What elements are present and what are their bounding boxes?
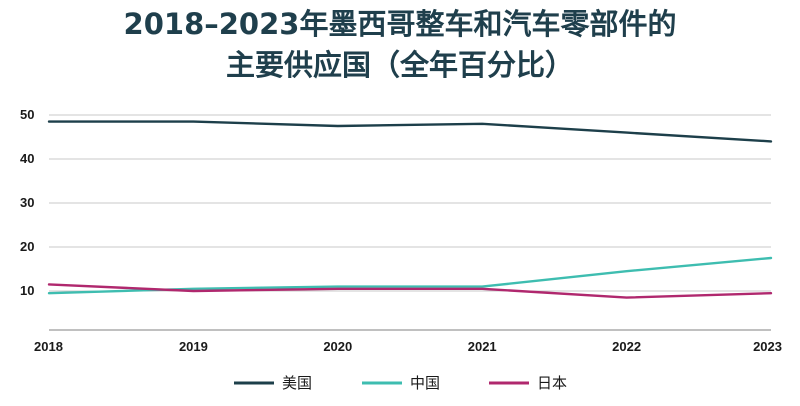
x-tick-label: 2019 [179, 339, 208, 354]
y-axis-ticks: 10 20 30 40 50 [20, 107, 34, 298]
series-lines [47, 120, 773, 299]
x-tick-label: 2020 [323, 339, 352, 354]
chart-title-line-1: 2018–2023年墨西哥整车和汽车零部件的 [123, 7, 677, 41]
y-tick-label: 40 [20, 151, 34, 166]
x-tick-label: 2018 [34, 339, 63, 354]
y-tick-label: 50 [20, 107, 34, 122]
y-tick-label: 30 [20, 195, 34, 210]
legend: 美国 中国 日本 [234, 374, 567, 392]
x-axis-ticks: 2018 2019 2020 2021 2022 2023 [34, 339, 782, 354]
chart-title-line-2: 主要供应国（全年百分比） [225, 48, 574, 82]
y-tick-label: 20 [20, 239, 34, 254]
chart-title: 2018–2023年墨西哥整车和汽车零部件的 主要供应国（全年百分比） [0, 4, 800, 86]
gridlines [49, 114, 771, 331]
series-line-美国 [47, 120, 773, 143]
legend-label: 日本 [537, 374, 567, 392]
series-line-日本 [47, 283, 773, 299]
x-tick-label: 2021 [468, 339, 497, 354]
x-tick-label: 2022 [612, 339, 641, 354]
legend-label: 美国 [282, 374, 312, 392]
legend-label: 中国 [410, 374, 440, 392]
x-tick-label: 2023 [753, 339, 782, 354]
y-tick-label: 10 [20, 283, 34, 298]
